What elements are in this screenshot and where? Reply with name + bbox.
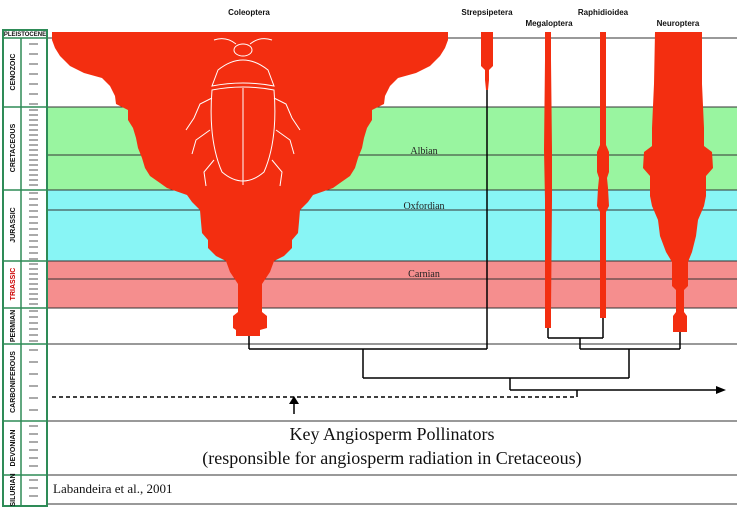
coleoptera-spindle (52, 32, 448, 336)
stage-label-albian: Albian (410, 146, 437, 157)
clade-label-neuroptera: Neuroptera (657, 19, 700, 28)
neuroptera-spindle (643, 32, 713, 332)
clade-label-raphidioidea: Raphidioidea (578, 8, 629, 17)
clade-label-coleoptera: Coleoptera (228, 8, 270, 17)
stage-label-oxfordian: Oxfordian (403, 201, 444, 212)
clade-label-megaloptera: Megaloptera (525, 19, 573, 28)
megaloptera-spindle (544, 32, 552, 328)
timescale-column (2, 29, 48, 507)
period-permian: PERMIAN (10, 310, 17, 342)
caption-title-line2: (responsible for angiosperm radiation in… (202, 448, 582, 468)
raphidioidea-spindle (597, 32, 609, 318)
period-pleistocene: PLEISTOCENE (4, 32, 46, 38)
period-carboniferous: CARBONIFEROUS (10, 351, 17, 413)
caption-title-line1: Key Angiosperm Pollinators (289, 424, 495, 444)
strepsiptera-spindle (481, 32, 493, 90)
period-jurassic: JURASSIC (10, 207, 17, 242)
clade-label-strepsiptera: Strepsipetera (461, 8, 513, 17)
period-silurian: SILURIAN (10, 473, 17, 506)
jurassic-band (47, 190, 737, 261)
phylogeny-tree (248, 90, 716, 391)
period-cenozoic: CENOZOIC (10, 54, 17, 91)
period-devonian: DEVONIAN (10, 430, 17, 467)
beetle-outline-icon (185, 38, 301, 187)
stage-label-carnian: Carnian (408, 269, 440, 280)
triassic-band (47, 261, 737, 308)
period-triassic: TRIASSIC (10, 268, 17, 301)
stage-subdivisions (29, 43, 38, 497)
up-arrow-icon (289, 396, 299, 404)
citation: Labandeira et al., 2001 (53, 481, 173, 496)
arrow-head (716, 386, 726, 394)
period-cretaceous: CRETACEOUS (10, 123, 17, 172)
